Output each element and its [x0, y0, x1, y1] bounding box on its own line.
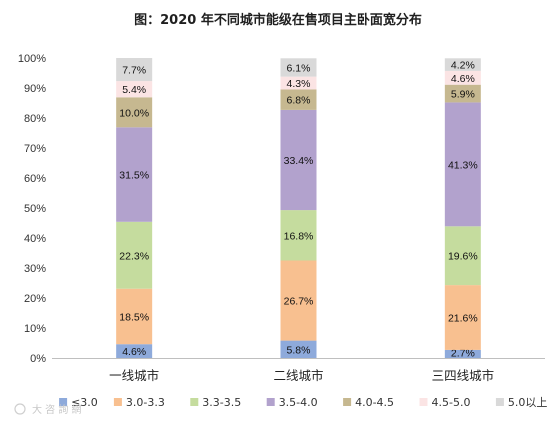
bar-segment [280, 340, 317, 358]
data-label: 33.4% [284, 155, 314, 167]
data-label: 4.2% [451, 60, 475, 72]
y-tick-label: 0% [30, 353, 46, 365]
bars-group: 4.6% 18.5% 22.3% 31.5% 10.0% 5.4% 7.7% 5.8% 26.7… [116, 58, 481, 360]
x-axis: 一线城市 二线城市 三四线城市 [52, 358, 545, 383]
bar-segment [280, 58, 317, 77]
bar-segment [280, 89, 317, 110]
bar-segment [444, 58, 481, 71]
y-tick-label: 80% [24, 113, 46, 125]
y-tick-label: 40% [24, 233, 46, 245]
data-label: 26.7% [284, 296, 314, 308]
legend-swatch [59, 398, 68, 406]
bar-segment [116, 81, 153, 98]
bar-segment [116, 221, 153, 289]
bar-segment [280, 260, 317, 341]
legend-swatch [495, 398, 504, 406]
data-label: 6.1% [287, 62, 311, 74]
data-label: 4.6% [122, 346, 146, 358]
legend-label: 3.5-4.0 [279, 396, 318, 409]
data-label: 41.3% [448, 159, 478, 171]
data-label: 21.6% [448, 313, 478, 325]
legend-label: 3.0-3.3 [126, 396, 165, 409]
data-label: 22.3% [119, 250, 149, 262]
data-label: 5.8% [287, 344, 311, 356]
legend-swatch [343, 398, 352, 406]
y-axis: 0% 10% 20% 30% 40% 50% 60% 70% 80% 90% 100% [18, 53, 46, 365]
bar-segment [444, 84, 481, 103]
legend-label: 3.3-3.5 [202, 396, 241, 409]
data-label: 4.3% [287, 78, 311, 90]
legend-label: 4.0-4.5 [355, 396, 394, 409]
legend-label: 5.0以上 [508, 396, 548, 409]
legend: ≤3.0 3.0-3.3 3.3-3.5 3.5-4.0 4.0-4.5 4.5-5.0 5… [59, 396, 547, 409]
watermark: 大 咨 詢 網 [14, 403, 82, 416]
bar-segment [280, 76, 317, 90]
data-label: 2.7% [451, 348, 475, 360]
data-label: 10.0% [119, 107, 149, 119]
y-tick-label: 70% [24, 143, 46, 155]
data-label: 4.6% [451, 73, 475, 85]
y-tick-label: 30% [24, 263, 46, 275]
bar-segment [116, 58, 153, 82]
y-tick-label: 50% [24, 203, 46, 215]
legend-label: 4.5-5.0 [432, 396, 471, 409]
bar-segment [444, 226, 481, 286]
bar-segment [280, 210, 317, 261]
x-category-label: 三四线城市 [432, 368, 495, 383]
legend-swatch [419, 398, 428, 406]
legend-swatch [190, 398, 199, 406]
x-category-label: 二线城市 [273, 368, 323, 383]
y-tick-label: 90% [24, 83, 46, 95]
data-label: 7.7% [122, 65, 146, 77]
bar-segment [444, 349, 481, 358]
x-category-label: 一线城市 [109, 368, 159, 383]
bar-segment [116, 344, 153, 358]
data-label: 18.5% [119, 311, 149, 323]
data-label: 6.8% [287, 95, 311, 107]
data-label: 19.6% [448, 251, 478, 263]
bar-segment [116, 97, 153, 128]
y-tick-label: 20% [24, 293, 46, 305]
watermark-logo-icon [14, 403, 26, 415]
watermark-text: 大 咨 詢 網 [32, 403, 82, 416]
bar-segment [116, 127, 153, 222]
y-tick-label: 10% [24, 323, 46, 335]
data-label: 31.5% [119, 170, 149, 182]
legend-swatch [113, 398, 122, 406]
chart-title: 图：2020 年不同城市能级在售项目主卧面宽分布 [134, 12, 422, 28]
data-label: 5.9% [451, 89, 475, 101]
y-tick-label: 100% [18, 53, 46, 65]
bar-segment [280, 109, 317, 211]
bar-segment [444, 102, 481, 227]
bar-segment [444, 70, 481, 85]
bar-segment [444, 285, 481, 350]
y-tick-label: 60% [24, 173, 46, 185]
legend-label: ≤3.0 [71, 396, 98, 409]
data-label: 5.4% [122, 84, 146, 96]
bar-segment [116, 288, 153, 345]
data-label: 16.8% [284, 230, 314, 242]
legend-swatch [266, 398, 275, 406]
